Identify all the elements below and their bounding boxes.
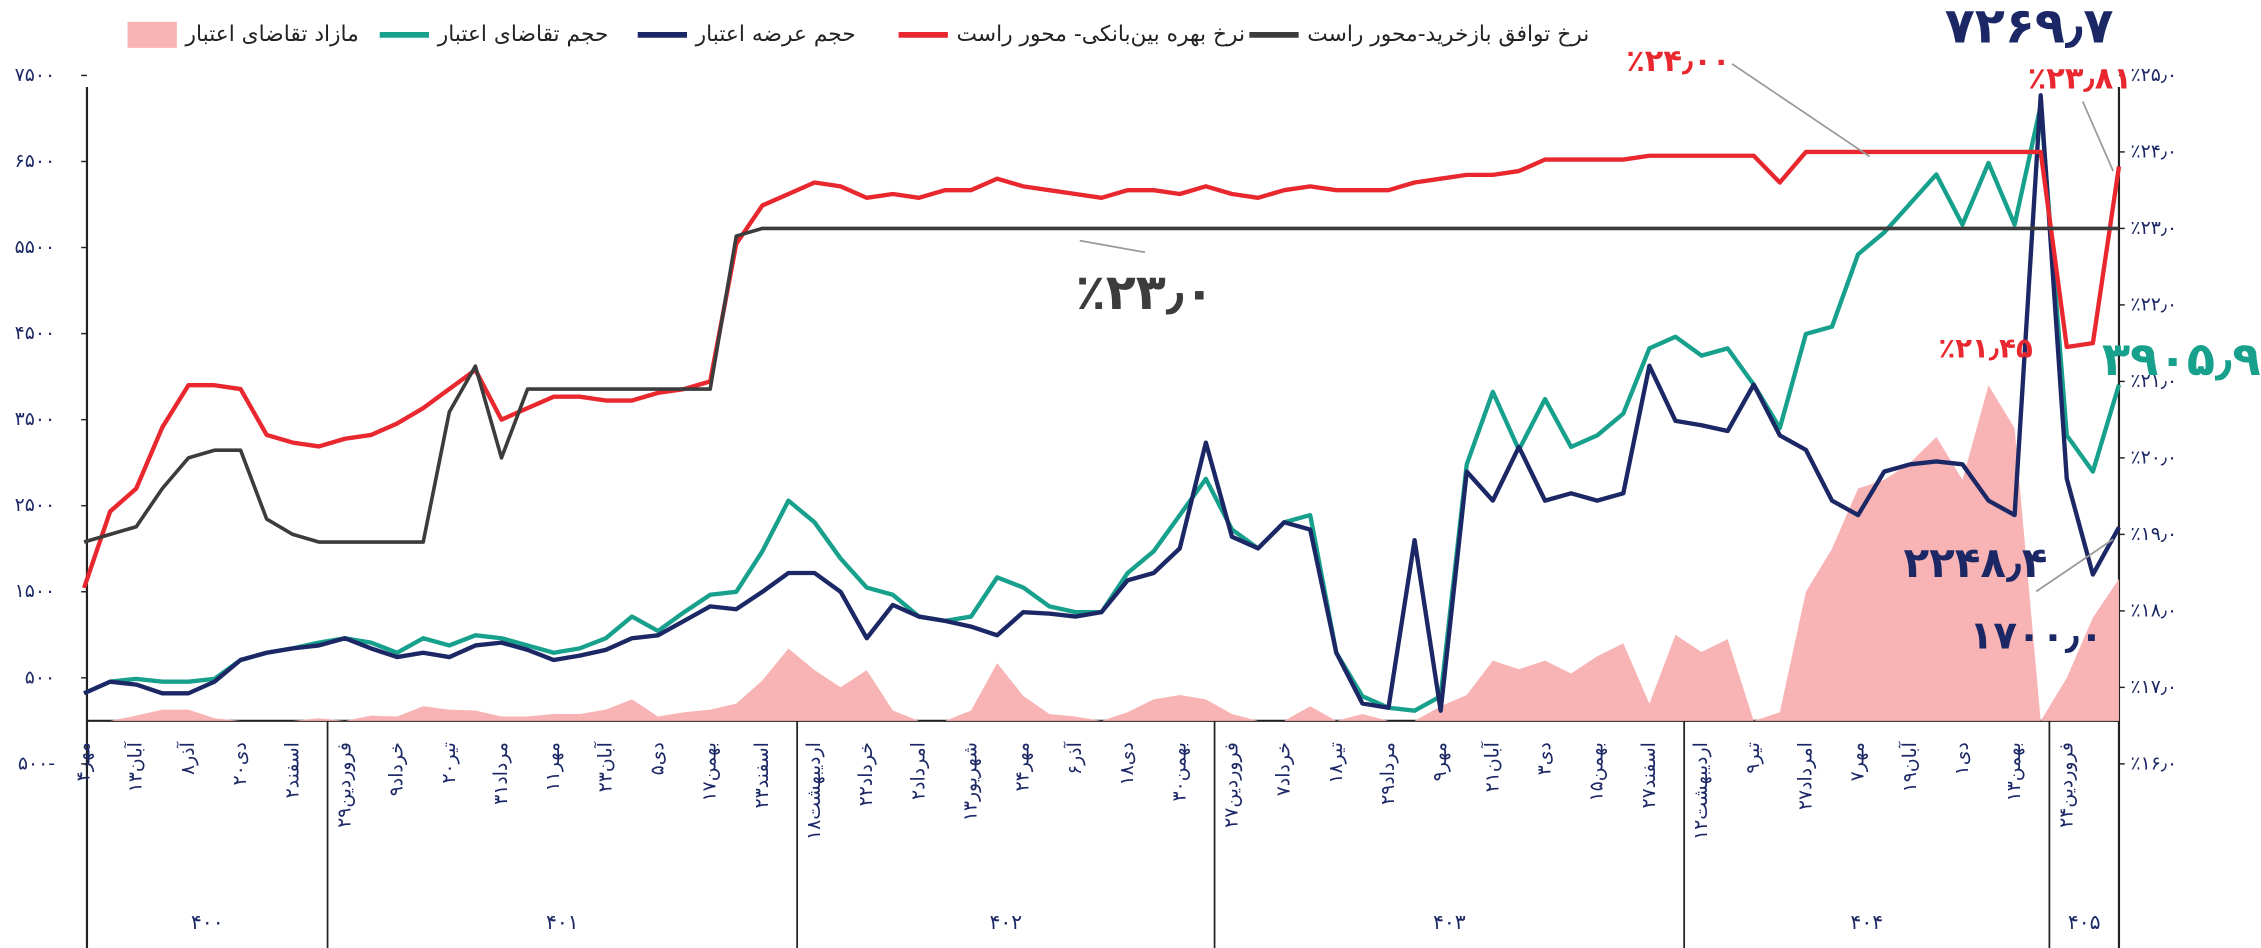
y2-tick-label: ٪۲۲٫۰ bbox=[2131, 294, 2178, 315]
legend-label: نرخ توافق بازخرید-محور راست bbox=[1307, 22, 1589, 47]
annotation: ٪۲۳٫۰ bbox=[1076, 263, 1215, 321]
line bbox=[83, 93, 2121, 713]
legend-label: حجم تقاضای اعتبار bbox=[437, 22, 609, 47]
x-tick-label: ۱۸اردیبهشت bbox=[804, 742, 825, 840]
group-label: ۴۰۴ bbox=[1850, 910, 1883, 934]
x-tick-label: ۲امرداد bbox=[908, 742, 929, 800]
x-tick-label: ۱۷بهمن bbox=[700, 742, 721, 801]
x-tick-label: ۲اسفند bbox=[282, 742, 303, 798]
area bbox=[84, 385, 2119, 721]
line bbox=[82, 149, 2122, 589]
annotation: ٪۲۱٫۴۵ bbox=[1938, 332, 2032, 364]
y2-tick-label: ٪۲۱٫۰ bbox=[2131, 371, 2178, 392]
x-tick-label: ۱۸تیر bbox=[1326, 742, 1347, 784]
annotation: ۷۲۶۹٫۷ bbox=[1945, 0, 2114, 55]
x-tick-label: ۱۵بهمن bbox=[1587, 742, 1608, 801]
y2-tick-label: ٪۱۶٫۰ bbox=[2131, 753, 2178, 774]
legend-label: حجم عرضه اعتبار bbox=[695, 22, 856, 47]
x-tick-label: ۲۴فروردین bbox=[2056, 742, 2077, 828]
y2-tick-label: ٪۲۵٫۰ bbox=[2131, 65, 2178, 86]
x-tick-label: ۸آذر bbox=[176, 741, 199, 775]
annotation-leader bbox=[2081, 101, 2114, 172]
annotation-leader bbox=[1079, 239, 1146, 254]
x-tick-label: ۲۹مرداد bbox=[1378, 742, 1399, 805]
y-tick-label: ۵۵۰۰ bbox=[15, 237, 55, 258]
line bbox=[83, 226, 2119, 544]
x-tick-label: ۲۰دی bbox=[230, 742, 251, 785]
annotation: ۲۲۴۸٫۴ bbox=[1904, 538, 2048, 587]
x-tick-label: ۹مهر bbox=[1430, 742, 1451, 781]
y2-tick-label: ٪۱۷٫۰ bbox=[2131, 677, 2178, 698]
y2-tick-label: ٪۱۸٫۰ bbox=[2131, 600, 2178, 621]
group-label: ۴۰۱ bbox=[546, 910, 579, 934]
group-label: ۴۰۵ bbox=[2068, 910, 2101, 934]
x-tick-label: ۲۷فروردین bbox=[1221, 742, 1242, 828]
legend-label: مازاد تقاضای اعتبار bbox=[185, 22, 359, 47]
x-tick-label: ۲۷امرداد bbox=[1795, 742, 1816, 810]
x-tick-label: ۱دی bbox=[1952, 742, 1973, 775]
y-tick-label: ۷۵۰۰ bbox=[15, 65, 55, 86]
y-tick-label: ۱۵۰۰ bbox=[15, 581, 55, 602]
x-tick-label: ۲۱آبان bbox=[1480, 741, 1503, 792]
annotation: ٪۲۳٫۸۱ bbox=[2028, 61, 2132, 96]
x-tick-label: ۱۳بهمن bbox=[2004, 742, 2025, 801]
y-tick-label: ۳۵۰۰ bbox=[15, 409, 55, 430]
x-tick-label: ۲۳اسفند bbox=[752, 742, 773, 808]
x-tick-label: ۱۲اردیبهشت bbox=[1691, 742, 1712, 840]
group-label: ۴۰۰ bbox=[191, 910, 224, 934]
y2-tick-label: ٪۲۴٫۰ bbox=[2131, 141, 2178, 162]
y-tick-label: ۵۰۰- bbox=[18, 753, 55, 774]
group-label: ۴۰۳ bbox=[1433, 910, 1466, 934]
x-tick-label: ۷مهر bbox=[1848, 742, 1869, 781]
x-tick-label: ۱۸دی bbox=[1117, 742, 1138, 785]
x-tick-label: ۶آذر bbox=[1063, 741, 1086, 775]
group-label: ۴۰۲ bbox=[990, 910, 1023, 934]
x-tick-label: ۳دی bbox=[1535, 742, 1556, 775]
annotation: ۳۹۰۵٫۹ bbox=[2102, 332, 2261, 386]
y-tick-label: ۵۰۰ bbox=[25, 667, 55, 688]
y-tick-label: ۶۵۰۰ bbox=[15, 151, 55, 172]
x-tick-label: ۴مهر bbox=[74, 742, 95, 781]
legend-swatch bbox=[127, 21, 177, 48]
y2-tick-label: ٪۱۹٫۰ bbox=[2131, 524, 2178, 545]
x-tick-label: ۲۷اسفند bbox=[1639, 742, 1660, 808]
annotation-leader bbox=[1731, 63, 1871, 158]
annotation: ۱۷۰۰٫۰ bbox=[1969, 613, 2103, 658]
x-tick-label: ۱۳آبان bbox=[124, 741, 147, 792]
x-tick-label: ۲۰تیر bbox=[439, 742, 460, 784]
x-tick-label: ۲۹فروردین bbox=[334, 742, 355, 828]
x-tick-label: ۹خرداد bbox=[387, 742, 408, 796]
x-tick-label: ۳۱مرداد bbox=[491, 742, 512, 805]
x-tick-label: ۵دی bbox=[648, 742, 669, 775]
x-tick-label: ۱۳شهریور bbox=[961, 742, 982, 821]
y2-tick-label: ٪۲۰٫۰ bbox=[2131, 447, 2178, 468]
y2-tick-label: ٪۲۳٫۰ bbox=[2131, 218, 2178, 239]
x-tick-label: ۷خرداد bbox=[1274, 742, 1295, 796]
x-tick-label: ۲۳آبان bbox=[593, 741, 616, 792]
y-tick-label: ۴۵۰۰ bbox=[15, 323, 55, 344]
legend-label: نرخ بهره بین‌بانکی- محور راست bbox=[957, 22, 1245, 47]
x-tick-label: ۹تیر bbox=[1743, 742, 1764, 773]
annotation: ٪۲۴٫۰۰ bbox=[1626, 44, 1730, 79]
x-tick-label: ۱۱مهر bbox=[543, 742, 564, 791]
x-tick-label: ۲۲خرداد bbox=[856, 742, 877, 806]
x-tick-label: ۲۴مهر bbox=[1013, 742, 1034, 791]
y-tick-label: ۲۵۰۰ bbox=[15, 495, 55, 516]
x-tick-label: ۳۰بهمن bbox=[1169, 742, 1190, 801]
annotation-leader bbox=[2035, 538, 2114, 593]
x-tick-label: ۱۹آبان bbox=[1898, 741, 1921, 792]
